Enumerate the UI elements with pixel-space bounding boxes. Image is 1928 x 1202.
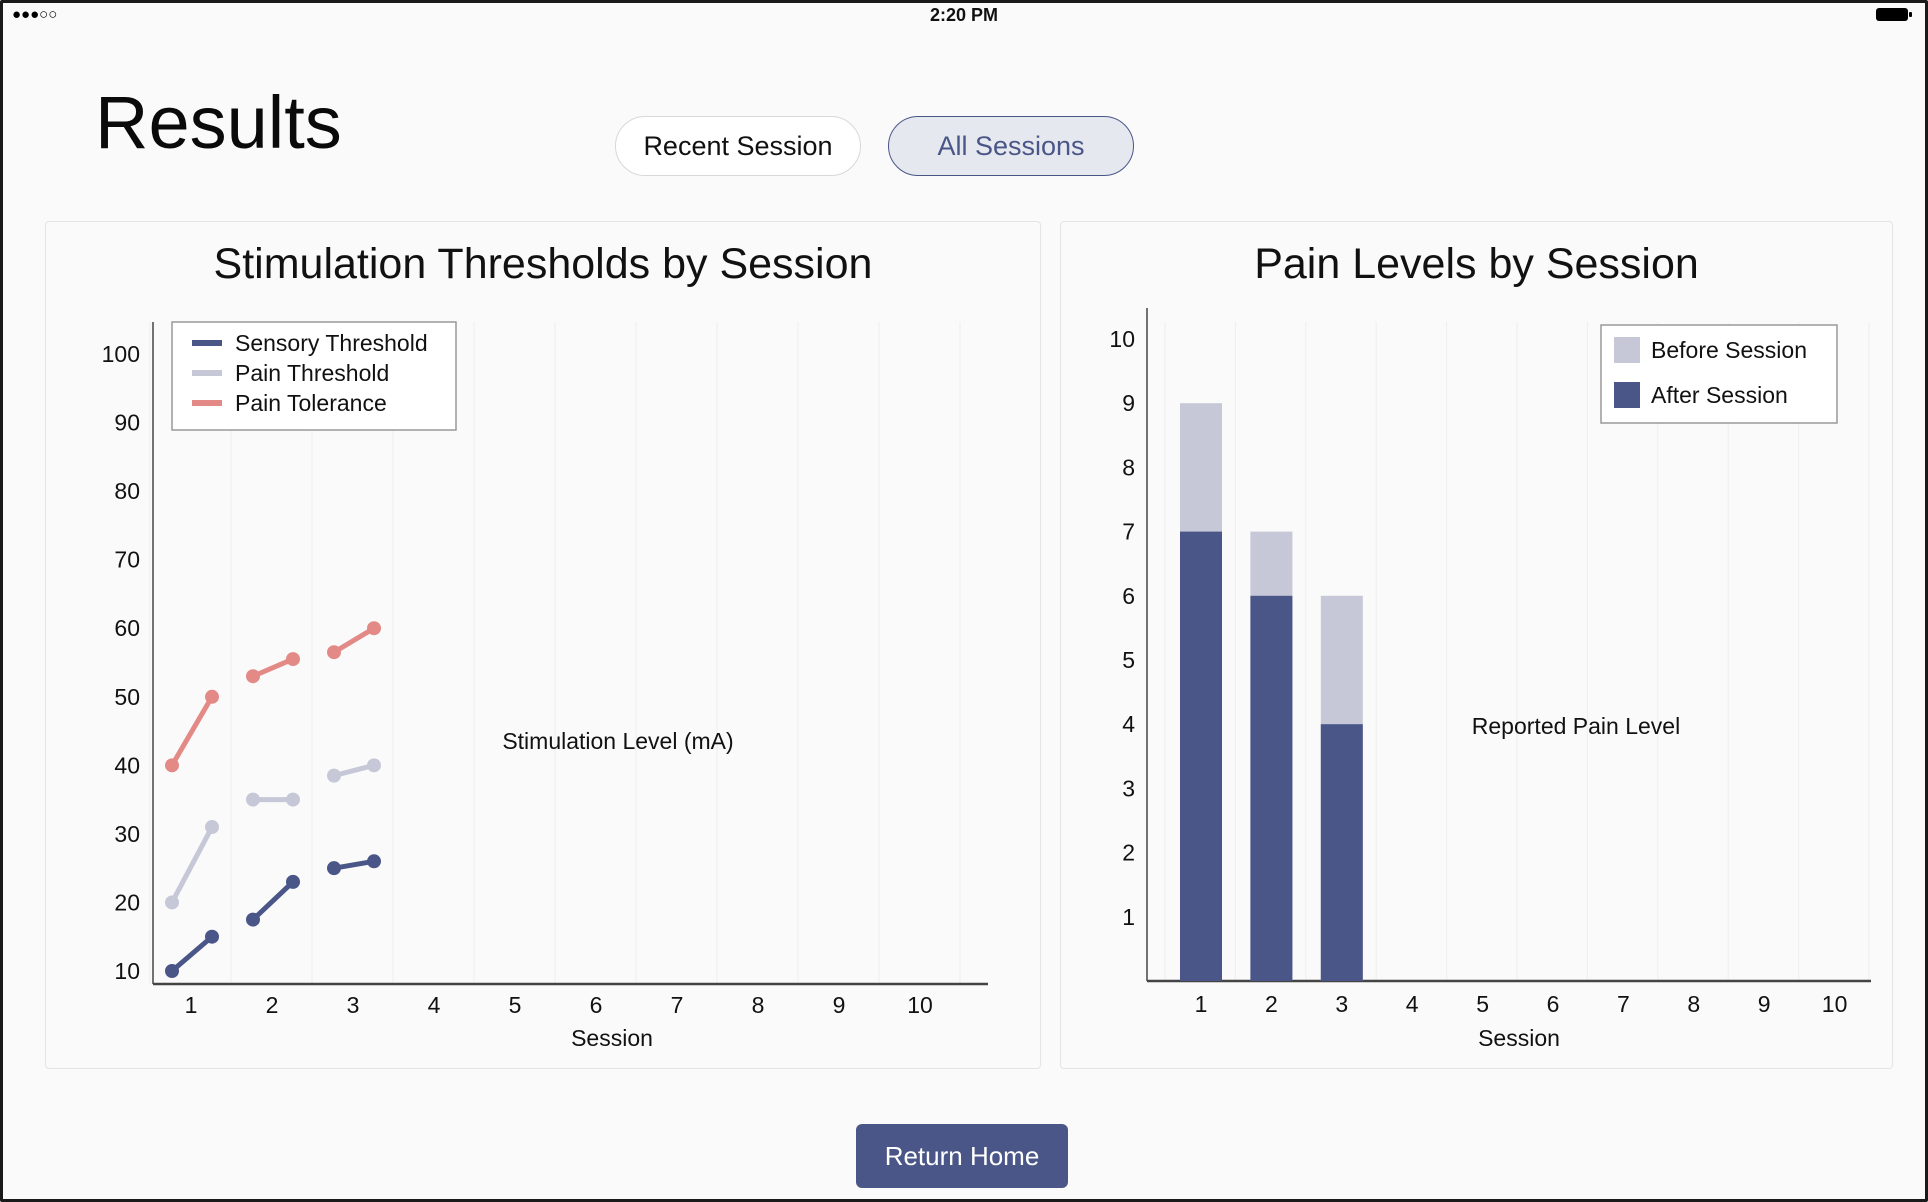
pain-tolerance-point	[327, 645, 341, 660]
legend-label: Before Session	[1651, 337, 1807, 363]
x-tick-label: 2	[266, 992, 279, 1018]
pain-threshold-point	[286, 792, 300, 807]
thresholds-chart-title: Stimulation Thresholds by Session	[213, 240, 873, 288]
legend-label: Sensory Threshold	[235, 330, 428, 356]
x-tick-label: 10	[1822, 991, 1848, 1017]
x-tick-label: 8	[1687, 991, 1700, 1017]
pain-threshold-point	[367, 758, 381, 773]
x-tick-label: 6	[590, 992, 603, 1018]
x-tick-label: 7	[1617, 991, 1630, 1017]
x-tick-label: 3	[347, 992, 360, 1018]
legend-swatch	[1614, 382, 1640, 408]
return-home-button[interactable]: Return Home	[856, 1124, 1068, 1188]
sensory-threshold-point	[205, 929, 219, 944]
y-tick-label: 9	[1122, 390, 1135, 416]
y-tick-label: 10	[114, 958, 140, 984]
x-tick-label: 4	[1406, 991, 1419, 1017]
y-tick-label: 10	[1109, 326, 1135, 352]
x-tick-label: 9	[833, 992, 846, 1018]
thresholds-chart-panel: Stimulation Thresholds by Session 10 20 30…	[45, 221, 1041, 1069]
y-tick-label: 40	[114, 752, 140, 778]
x-tick-label: 2	[1265, 991, 1278, 1017]
pain-threshold-point	[327, 768, 341, 783]
x-tick-label: 5	[1476, 991, 1489, 1017]
y-tick-label: 80	[114, 478, 140, 504]
legend-label: Pain Threshold	[235, 360, 389, 386]
y-tick-label: 60	[114, 615, 140, 641]
y-tick-label: 90	[114, 410, 140, 436]
pain-tolerance-segment	[169, 694, 215, 768]
y-tick-label: 2	[1122, 840, 1135, 866]
pain-tolerance-point	[286, 652, 300, 667]
status-bar: ●●●○○ 2:20 PM	[0, 0, 1928, 34]
sensory-threshold-point	[286, 874, 300, 889]
x-tick-label: 1	[1195, 991, 1208, 1017]
sensory-threshold-point	[246, 912, 260, 927]
status-time: 2:20 PM	[929, 5, 999, 25]
recent-session-button[interactable]: Recent Session	[615, 116, 861, 176]
after-session-bar	[1320, 724, 1363, 981]
y-tick-label: 3	[1122, 775, 1135, 801]
thresholds-chart: 10 20 30 40 50 60 70 80 90 100 1 2 3 4 5 6 7 8 9 10 Session S…	[102, 321, 988, 1051]
x-axis-label: Session	[1478, 1025, 1560, 1051]
y-tick-label: 4	[1122, 711, 1135, 737]
y-tick-label: 8	[1122, 454, 1135, 480]
sensory-threshold-point	[367, 854, 381, 869]
signal-strength-icon: ●●●○○	[12, 6, 58, 23]
page-title: Results	[95, 81, 342, 164]
pain-threshold-point	[165, 895, 179, 910]
x-tick-label: 9	[1758, 991, 1771, 1017]
legend-box	[1600, 324, 1838, 424]
y-tick-label: 5	[1122, 647, 1135, 673]
battery-icon	[1876, 8, 1912, 21]
x-tick-label: 7	[671, 992, 684, 1018]
after-session-bar	[1250, 595, 1293, 981]
sensory-threshold-point	[327, 861, 341, 876]
y-axis-label: Stimulation Level (mA)	[502, 728, 733, 754]
legend-swatch	[1614, 337, 1640, 363]
pain-chart-panel: Pain Levels by Session 1 2 3 4 5 6 7 8 9 10 1 2 3 4 5 6…	[1060, 221, 1893, 1069]
y-tick-label: 20	[114, 889, 140, 915]
pain-levels-chart: 1 2 3 4 5 6 7 8 9 10 1 2 3 4 5 6 7 8 9 10 Session Reported Pa…	[1109, 308, 1871, 1051]
pain-threshold-point	[246, 792, 260, 807]
legend-label: After Session	[1651, 382, 1788, 408]
sensory-threshold-segment	[250, 879, 296, 923]
pain-tolerance-point	[246, 669, 260, 684]
y-tick-label: 1	[1122, 904, 1135, 930]
pain-tolerance-segment	[250, 656, 296, 679]
x-axis-label: Session	[571, 1025, 653, 1051]
y-axis-label: Reported Pain Level	[1472, 713, 1680, 739]
after-session-bar	[1180, 531, 1222, 981]
sensory-threshold-point	[165, 964, 179, 978]
pain-tolerance-point	[205, 689, 219, 704]
y-tick-label: 70	[114, 547, 140, 573]
x-tick-label: 5	[509, 992, 522, 1018]
pain-chart-title: Pain Levels by Session	[1254, 240, 1699, 288]
x-tick-label: 4	[428, 992, 441, 1018]
x-tick-label: 3	[1335, 991, 1348, 1017]
x-tick-label: 10	[907, 992, 933, 1018]
y-tick-label: 100	[102, 341, 140, 367]
x-tick-label: 6	[1547, 991, 1560, 1017]
sensory-threshold-segment	[169, 934, 215, 974]
y-tick-label: 7	[1122, 519, 1135, 545]
y-tick-label: 30	[114, 821, 140, 847]
pain-tolerance-segment	[331, 625, 377, 655]
legend-label: Pain Tolerance	[235, 390, 387, 416]
all-sessions-button[interactable]: All Sessions	[888, 116, 1134, 176]
x-tick-label: 8	[752, 992, 765, 1018]
y-tick-label: 6	[1122, 583, 1135, 609]
pain-threshold-point	[205, 820, 219, 835]
pain-tolerance-point	[165, 758, 179, 773]
pain-tolerance-point	[367, 621, 381, 636]
y-tick-label: 50	[114, 684, 140, 710]
x-tick-label: 1	[185, 992, 198, 1018]
pain-threshold-segment	[169, 824, 215, 905]
